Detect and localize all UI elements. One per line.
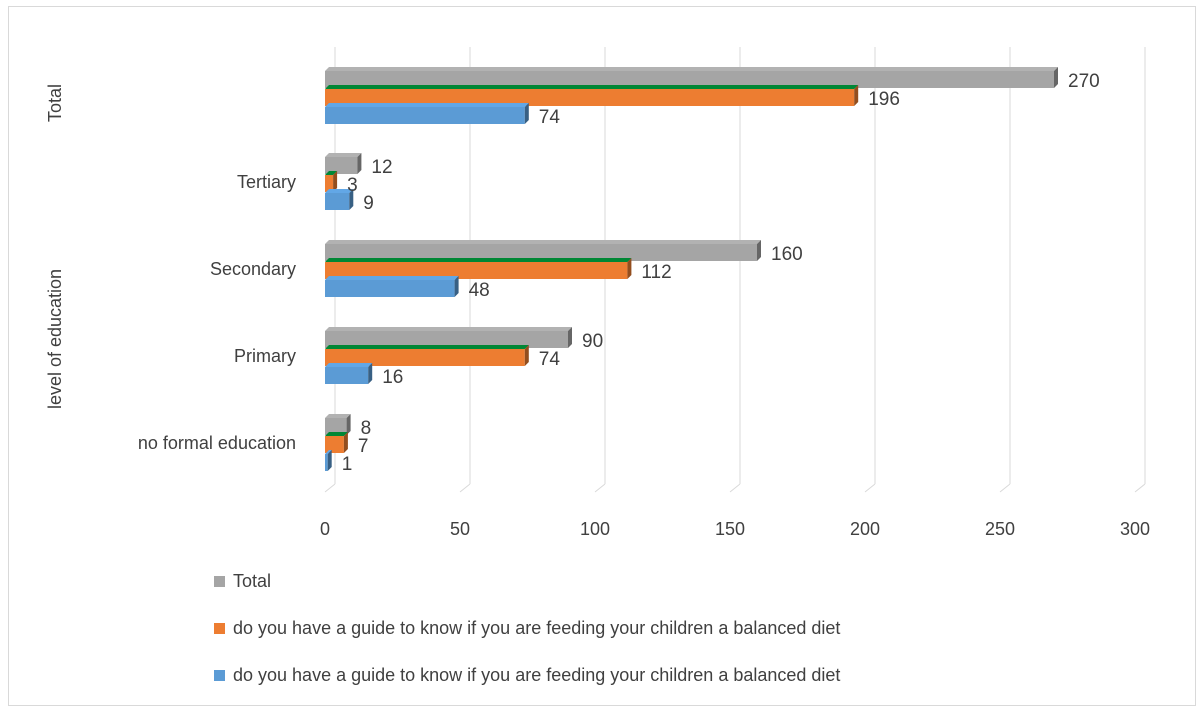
bar xyxy=(325,171,338,192)
data-label: 48 xyxy=(469,280,490,301)
gridline-foot xyxy=(594,483,606,493)
data-label: 90 xyxy=(582,331,603,352)
legend-swatch xyxy=(214,623,225,634)
x-tick-label: 0 xyxy=(320,519,330,539)
legend-swatch xyxy=(214,670,225,681)
category-label: no formal education xyxy=(138,433,296,453)
data-label: 160 xyxy=(771,244,803,265)
data-label: 7 xyxy=(358,436,369,457)
legend-item: do you have a guide to know if you are f… xyxy=(214,665,840,685)
category-label: Primary xyxy=(234,346,296,366)
gridline-foot xyxy=(999,483,1011,493)
tick-labels: 0 50 100 150 200 250 300 xyxy=(320,519,1150,539)
group-axis-label: level of education xyxy=(45,269,65,409)
bar xyxy=(325,276,459,297)
bar xyxy=(325,327,572,348)
bar xyxy=(325,240,761,261)
data-label: 270 xyxy=(1068,71,1100,92)
bar xyxy=(325,414,351,435)
x-tick-label: 200 xyxy=(850,519,880,539)
category-label: Secondary xyxy=(210,259,296,279)
top-group-label: Total xyxy=(45,84,65,122)
gridline-foot xyxy=(864,483,876,493)
data-label: 9 xyxy=(363,193,374,214)
bar xyxy=(325,258,632,279)
data-label: 196 xyxy=(868,89,900,110)
bar xyxy=(325,345,529,366)
bar xyxy=(325,153,362,174)
bar xyxy=(325,67,1058,88)
x-tick-label: 150 xyxy=(715,519,745,539)
data-label: 112 xyxy=(641,262,671,283)
legend-label: do you have a guide to know if you are f… xyxy=(233,618,840,638)
bar xyxy=(325,103,529,124)
value-labels: 871 90 74 16 160 112 48 12 39 270 196 74 xyxy=(342,71,1100,475)
chart-frame: 8 7 1 90 74 16 160 112 48 12 3 9 270 196 74 no formal … xyxy=(8,6,1196,706)
legend-item: Total xyxy=(214,571,271,591)
bar xyxy=(325,432,348,453)
x-tick-label: 100 xyxy=(580,519,610,539)
data-label: 8 xyxy=(361,418,372,439)
gridline-foot xyxy=(729,483,741,493)
data-label: 16 xyxy=(382,367,403,388)
gridline-foot xyxy=(459,483,471,493)
legend-swatch xyxy=(214,576,225,587)
data-label: 74 xyxy=(539,107,561,128)
x-tick-label: 50 xyxy=(450,519,470,539)
legend: Total do you have a guide to know if you … xyxy=(214,571,840,685)
bar xyxy=(325,85,859,106)
x-tick-label: 250 xyxy=(985,519,1015,539)
data-label: 12 xyxy=(371,157,392,178)
legend-label: do you have a guide to know if you are f… xyxy=(233,665,840,685)
data-label: 1 xyxy=(342,454,353,475)
data-label: 74 xyxy=(539,349,561,370)
legend-item: do you have a guide to know if you are f… xyxy=(214,618,840,638)
bar xyxy=(325,450,332,471)
gridline-foot xyxy=(324,483,336,493)
gridline-foot xyxy=(1134,483,1146,493)
category-labels: no formal education Primary Secondary Terti… xyxy=(138,172,296,453)
bar xyxy=(325,189,354,210)
data-label: 3 xyxy=(347,175,358,196)
legend-label: Total xyxy=(233,571,271,591)
chart: 871 90 74 16 160 112 48 12 39 270 196 74 no formal … xyxy=(45,47,1150,685)
bar xyxy=(325,363,373,384)
category-label: Tertiary xyxy=(237,172,296,192)
x-tick-label: 300 xyxy=(1120,519,1150,539)
bars xyxy=(325,67,1058,471)
